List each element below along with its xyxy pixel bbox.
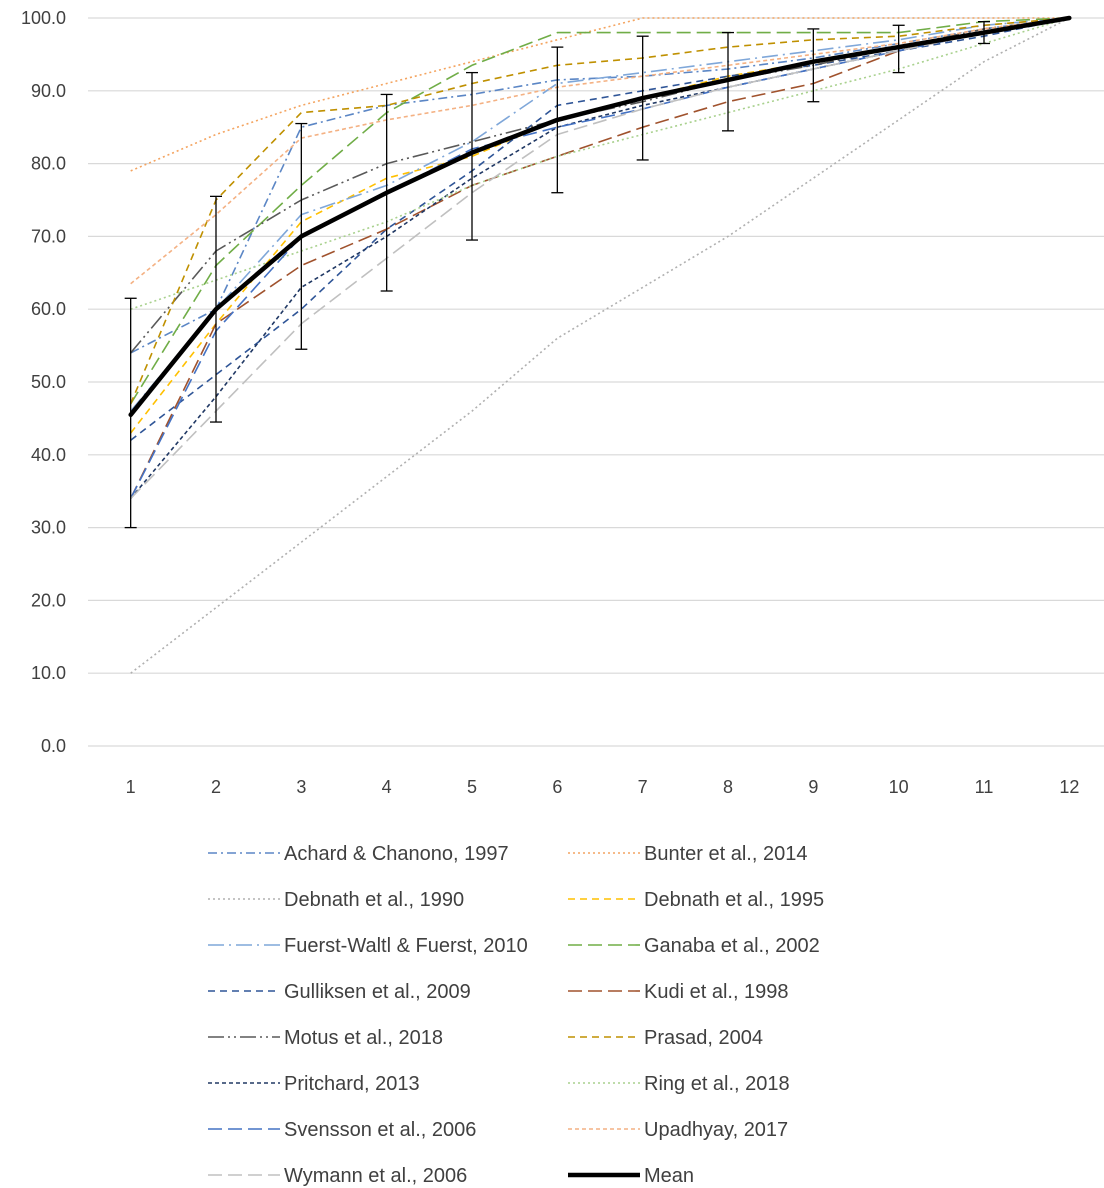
- series-line: [129, 17, 1070, 499]
- legend-label: Mean: [644, 1165, 694, 1187]
- x-tick-label: 12: [1059, 777, 1079, 797]
- series-line: [130, 17, 1070, 405]
- y-tick-label: 90.0: [31, 81, 66, 101]
- y-tick-label: 70.0: [31, 226, 66, 246]
- x-tick-label: 11: [975, 777, 994, 797]
- x-tick-label: 8: [723, 777, 733, 797]
- legend-label: Gulliksen et al., 2009: [284, 981, 471, 1003]
- legend-label: Kudi et al., 1998: [644, 981, 789, 1003]
- y-tick-label: 100.0: [21, 8, 66, 28]
- x-tick-label: 6: [552, 777, 562, 797]
- series-line: [130, 17, 1070, 172]
- legend-label: Achard & Chanono, 1997: [284, 843, 509, 865]
- series-line: [130, 17, 1070, 500]
- series-line: [130, 17, 1070, 434]
- y-tick-label: 30.0: [31, 518, 66, 538]
- y-tick-label: 80.0: [31, 154, 66, 174]
- x-tick-label: 2: [211, 777, 221, 797]
- legend-label: Ring et al., 2018: [644, 1073, 790, 1095]
- legend-label: Prasad, 2004: [644, 1027, 763, 1049]
- legend-label: Wymann et al., 2006: [284, 1165, 467, 1187]
- x-tick-label: 1: [126, 777, 136, 797]
- y-tick-label: 60.0: [31, 299, 66, 319]
- series-layer: [128, 15, 1072, 674]
- y-tick-label: 40.0: [31, 445, 66, 465]
- legend-label: Motus et al., 2018: [284, 1027, 443, 1049]
- x-tick-label: 4: [382, 777, 392, 797]
- y-tick-label: 0.0: [41, 736, 66, 756]
- grid-layer: [88, 17, 1104, 747]
- legend-label: Debnath et al., 1990: [284, 889, 464, 911]
- series-line: [130, 17, 1070, 500]
- legend: Achard & Chanono, 1997 Bunter et al., 201…: [208, 843, 824, 1187]
- series-line: [129, 17, 1070, 499]
- legend-label: Fuerst-Waltl & Fuerst, 2010: [284, 935, 528, 957]
- legend-label: Svensson et al., 2006: [284, 1119, 476, 1141]
- legend-label: Ganaba et al., 2002: [644, 935, 820, 957]
- series-line: [130, 17, 1070, 412]
- series-line: [130, 17, 1070, 674]
- series-line: [130, 17, 1070, 285]
- series-line: [129, 17, 1070, 405]
- x-tick-label: 9: [808, 777, 818, 797]
- x-tick-label: 3: [296, 777, 306, 797]
- x-tick-label: 7: [638, 777, 648, 797]
- legend-label: Debnath et al., 1995: [644, 889, 824, 911]
- series-line: [130, 17, 1070, 310]
- x-tick-label: 10: [889, 777, 909, 797]
- y-tick-label: 10.0: [31, 663, 66, 683]
- series-line-mean: [128, 15, 1072, 418]
- x-tick-label: 5: [467, 777, 477, 797]
- errorbar-layer: [124, 20, 990, 529]
- y-tick-label: 50.0: [31, 372, 66, 392]
- series-line: [130, 17, 1070, 354]
- y-tick-label: 20.0: [31, 590, 66, 610]
- axis-layer: 0.0 10.0 20.0 30.0 40.0 50.0 60.0 70.0 80.0 90.0 1…: [21, 8, 1079, 797]
- series-line: [130, 17, 1070, 354]
- legend-label: Pritchard, 2013: [284, 1073, 420, 1095]
- legend-label: Upadhyay, 2017: [644, 1119, 788, 1141]
- legend-label: Bunter et al., 2014: [644, 843, 807, 865]
